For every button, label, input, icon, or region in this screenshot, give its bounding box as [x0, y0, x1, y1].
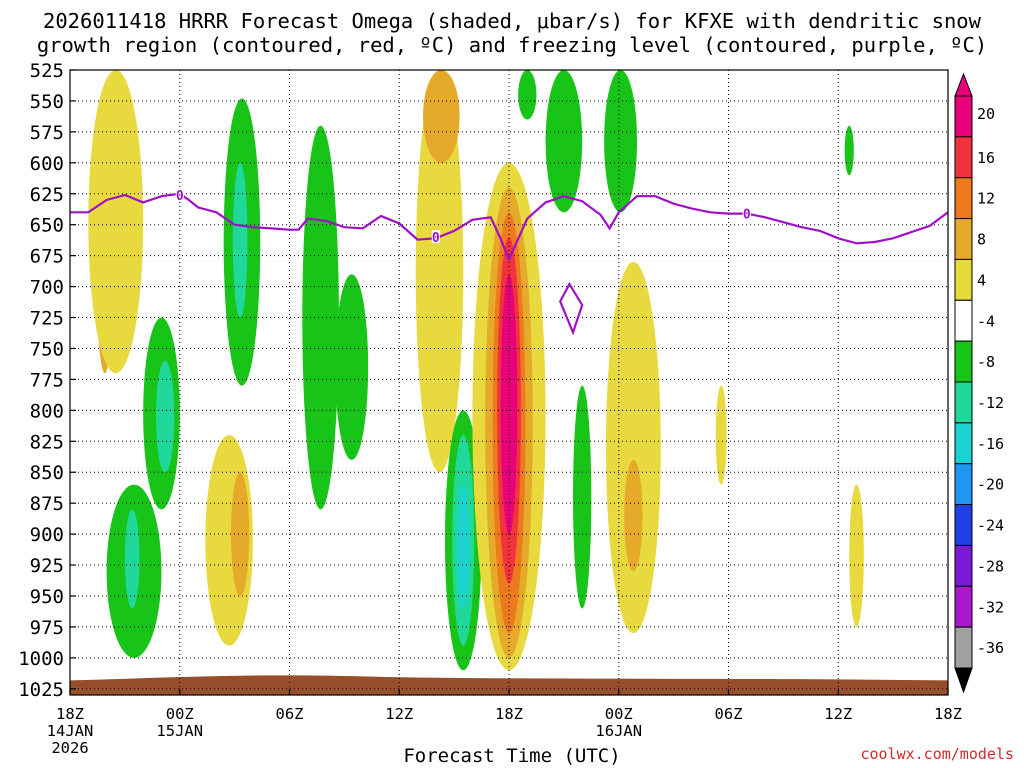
x-tick-label: 18Z	[495, 705, 523, 723]
colorbar-swatch-0	[954, 95, 973, 138]
colorbar-label: -16	[977, 435, 1004, 453]
omega-region-9	[232, 162, 248, 318]
omega-region-21	[500, 274, 518, 535]
y-tick-label: 850	[30, 462, 64, 484]
y-tick-label: 675	[30, 246, 64, 268]
freezing-label-0: 0	[176, 189, 184, 204]
y-tick-label: 550	[30, 91, 64, 113]
omega-region-13	[423, 70, 460, 163]
x-tick-label: 00Z	[166, 705, 194, 723]
y-tick-label: 925	[30, 555, 64, 577]
omega-region-7	[230, 472, 250, 596]
colorbar-label: 16	[977, 149, 995, 167]
y-tick-label: 975	[30, 617, 64, 639]
colorbar-label: -20	[977, 476, 1004, 494]
chart-title-line-1: 2026011418 HRRR Forecast Omega (shaded, …	[43, 9, 981, 33]
omega-region-29	[715, 385, 727, 485]
y-tick-label: 700	[30, 277, 64, 299]
x-tick-label: 16JAN	[595, 722, 642, 740]
omega-region-28	[849, 484, 864, 627]
colorbar-label: 4	[977, 271, 986, 289]
colorbar-swatch-5	[954, 299, 973, 342]
colorbar-label: -24	[977, 517, 1004, 535]
x-tick-label: 12Z	[385, 705, 413, 723]
colorbar-swatch-13	[954, 626, 973, 669]
y-tick-label: 650	[30, 215, 64, 237]
omega-region-27	[604, 70, 638, 213]
y-tick-label: 600	[30, 153, 64, 175]
colorbar-swatch-8	[954, 422, 973, 465]
freezing-level-line	[70, 192, 948, 263]
colorbar-label: -12	[977, 394, 1004, 412]
x-axis-label: Forecast Time (UTC)	[403, 745, 621, 767]
y-tick-label: 625	[30, 184, 64, 206]
colorbar-swatch-10	[954, 504, 973, 546]
omega-region-11	[335, 274, 369, 460]
y-tick-label: 825	[30, 431, 64, 453]
colorbar-swatch-12	[954, 585, 973, 628]
omega-region-5	[124, 509, 140, 609]
x-tick-label: 06Z	[276, 705, 304, 723]
y-tick-label: 800	[30, 400, 64, 422]
y-tick-label: 750	[30, 338, 64, 360]
freezing-label-bg	[175, 188, 184, 201]
omega-region-23	[545, 70, 583, 213]
x-tick-label: 18Z	[56, 705, 84, 723]
omega-region-22	[518, 70, 537, 120]
omega-region-30	[844, 125, 854, 176]
chart-title-line-2: growth region (contoured, red, ºC) and f…	[36, 33, 988, 57]
credit-text[interactable]: coolwx.com/models	[860, 745, 1014, 763]
x-tick-label: 2026	[51, 739, 88, 757]
y-tick-label: 775	[30, 369, 64, 391]
omega-region-4	[155, 360, 175, 473]
colorbar-bottom-arrow	[954, 667, 973, 694]
y-tick-label: 1000	[18, 648, 64, 670]
colorbar-label: -8	[977, 353, 995, 371]
x-tick-label: 06Z	[715, 705, 743, 723]
freezing-label-bg	[431, 230, 440, 244]
colorbar-label: -32	[977, 598, 1004, 616]
y-tick-label: 900	[30, 524, 64, 546]
y-tick-label: 525	[30, 60, 64, 82]
x-tick-label: 14JAN	[47, 722, 94, 740]
freezing-label-bg	[742, 206, 751, 220]
omega-region-26	[624, 459, 643, 572]
colorbar-swatch-4	[954, 258, 973, 301]
colorbar-label: 8	[977, 231, 986, 249]
freezing-label-2: 0	[743, 208, 751, 223]
colorbar-label: -4	[977, 312, 995, 330]
colorbar-swatch-11	[954, 544, 973, 587]
y-tick-label: 875	[30, 493, 64, 515]
colorbar-swatch-1	[954, 136, 973, 179]
colorbar-swatch-6	[954, 340, 973, 383]
x-tick-label: 00Z	[605, 705, 633, 723]
colorbar-swatch-3	[954, 218, 973, 260]
omega-region-1	[88, 70, 144, 374]
omega-region-12	[415, 70, 464, 473]
colorbar-swatch-7	[954, 381, 973, 424]
colorbar-label: 12	[977, 190, 995, 208]
colorbar-swatch-9	[954, 463, 973, 506]
x-tick-label: 12Z	[824, 705, 852, 723]
colorbar-swatch-2	[954, 177, 973, 220]
y-tick-label: 575	[30, 122, 64, 144]
omega-region-24	[573, 385, 592, 609]
y-tick-label: 950	[30, 586, 64, 608]
omega-region-25	[605, 261, 661, 634]
freezing-label-1: 0	[432, 231, 440, 246]
freezing-level-loop	[558, 281, 584, 336]
omega-region-16	[457, 484, 469, 609]
y-tick-label: 725	[30, 308, 64, 330]
x-tick-label: 18Z	[934, 705, 962, 723]
colorbar-top-arrow	[954, 72, 973, 97]
colorbar-label: -28	[977, 557, 1004, 575]
y-tick-label: 1025	[18, 679, 64, 701]
plot-area: 0 0 0	[70, 70, 948, 695]
colorbar-label: 20	[977, 105, 995, 123]
colorbar-label: -36	[977, 639, 1004, 657]
x-tick-label: 15JAN	[156, 722, 203, 740]
omega-region-10	[302, 125, 339, 510]
